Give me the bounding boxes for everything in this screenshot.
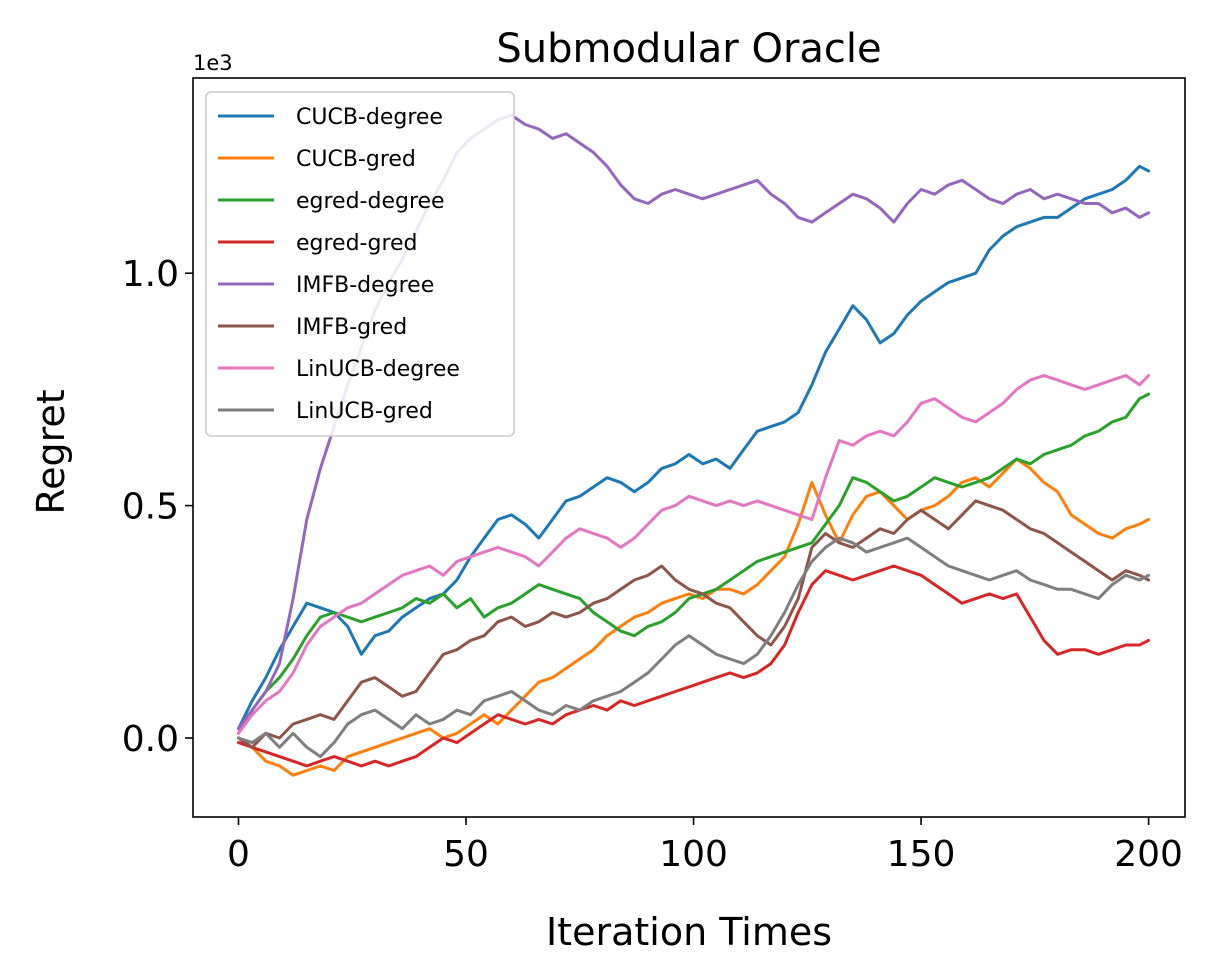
y-tick-label: 0.0 bbox=[122, 719, 179, 760]
legend-label: egred-degree bbox=[296, 189, 445, 214]
axis-ticks: 0 50 100 150 200 0.0 0.5 1.0 bbox=[122, 254, 1183, 875]
x-tick-label: 100 bbox=[659, 834, 728, 875]
legend-label: IMFB-degree bbox=[296, 273, 434, 298]
y-tick-label: 1.0 bbox=[122, 254, 179, 295]
legend-label: CUCB-degree bbox=[296, 105, 443, 130]
legend-label: IMFB-gred bbox=[296, 315, 407, 340]
legend: CUCB-degree CUCB-gred egred-degree egred-gr… bbox=[205, 91, 515, 437]
plot-frame bbox=[192, 77, 1186, 818]
y-tick-label: 0.5 bbox=[122, 487, 179, 528]
legend-label: LinUCB-degree bbox=[296, 357, 460, 382]
series-line-cucb-degree bbox=[237, 164, 1151, 731]
y-axis-label: Regret bbox=[29, 389, 73, 514]
series-line-linucb-gred bbox=[237, 536, 1151, 759]
legend-label: LinUCB-gred bbox=[296, 399, 433, 424]
series-line-linucb-degree bbox=[237, 374, 1151, 735]
legend-label: CUCB-gred bbox=[296, 147, 416, 172]
x-axis-label: Iteration Times bbox=[546, 910, 832, 954]
chart-title: Submodular Oracle bbox=[496, 26, 881, 72]
series-line-imfb-gred bbox=[237, 499, 1151, 749]
x-tick-label: 150 bbox=[887, 834, 956, 875]
series-line-egred-degree bbox=[237, 392, 1151, 735]
x-tick-label: 50 bbox=[443, 834, 489, 875]
y-axis-offset-label: 1e3 bbox=[193, 51, 233, 75]
legend-label: egred-gred bbox=[296, 231, 418, 256]
series-line-egred-gred bbox=[237, 564, 1151, 768]
x-tick-label: 0 bbox=[227, 834, 250, 875]
x-tick-label: 200 bbox=[1114, 834, 1183, 875]
legend-box bbox=[205, 91, 515, 437]
